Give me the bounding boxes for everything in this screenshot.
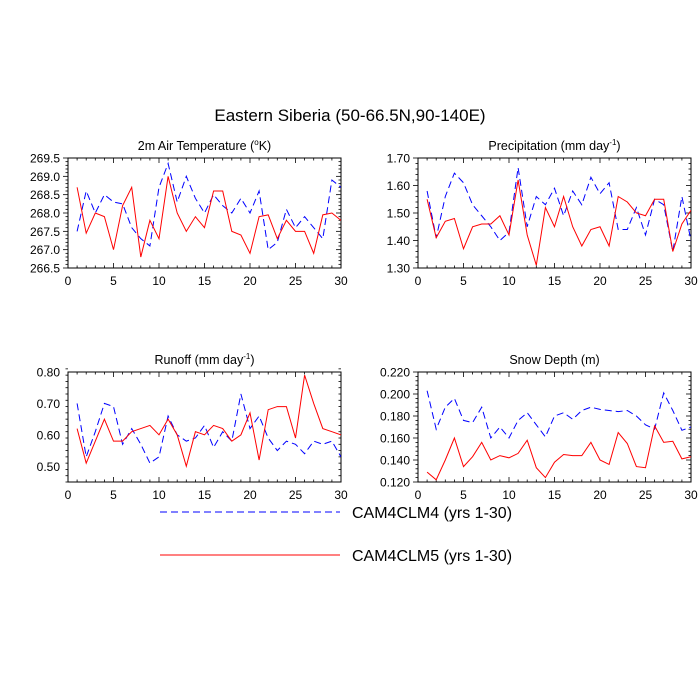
y-tick-label: 1.60 — [387, 179, 411, 193]
y-tick-label: 1.70 — [387, 152, 411, 166]
y-tick-label: 269.0 — [30, 170, 60, 184]
chart-panel-3: Runoff (mm day-1) 0 5 10 15 20 25 30 0.50 0.60 0.7… — [37, 352, 348, 502]
legend-label-2: CAM4CLM5 (yrs 1-30) — [352, 548, 512, 565]
panel-title-part: 2m Air Temperature ( — [138, 139, 255, 153]
panel-title-part: Precipitation (mm day — [488, 139, 610, 153]
y-tick-label: 267.0 — [30, 243, 60, 257]
panel-title: Snow Depth (m) — [509, 353, 599, 367]
y-tick-label: 268.5 — [30, 188, 60, 202]
y-tick-label: 268.0 — [30, 207, 60, 221]
x-tick-label: 25 — [289, 274, 303, 288]
figure-title: Eastern Siberia (50-66.5N,90-140E) — [214, 106, 485, 125]
x-tick-label: 5 — [110, 274, 117, 288]
panel-title-part: Snow Depth (m) — [509, 353, 599, 367]
plot-frame — [67, 371, 342, 483]
y-tick-label: 0.140 — [380, 454, 410, 468]
panel-title-part: o — [254, 138, 259, 147]
panel-title-part: -1 — [609, 138, 617, 147]
panel-title-part: -1 — [243, 352, 251, 361]
x-tick-label: 25 — [639, 488, 653, 502]
panels: 2m Air Temperature (oK) 0 5 10 15 20 25 30 266.5… — [30, 138, 698, 502]
y-tick-label: 1.50 — [387, 207, 411, 221]
x-tick-label: 0 — [415, 488, 422, 502]
y-tick-label: 1.30 — [387, 262, 411, 276]
x-tick-label: 10 — [502, 274, 516, 288]
x-tick-label: 30 — [684, 488, 698, 502]
x-tick-label: 5 — [460, 274, 467, 288]
x-tick-label: 30 — [334, 274, 348, 288]
x-tick-label: 15 — [548, 274, 562, 288]
x-tick-label: 10 — [152, 274, 166, 288]
panel-title: 2m Air Temperature (oK) — [138, 138, 271, 153]
y-tick-label: 269.5 — [30, 152, 60, 166]
x-tick-label: 25 — [639, 274, 653, 288]
y-tick-label: 267.5 — [30, 225, 60, 239]
y-tick-label: 0.80 — [37, 366, 61, 380]
panel-title: Runoff (mm day-1) — [155, 352, 255, 367]
plot-frame — [417, 157, 692, 269]
series-line-cam4clm5 — [76, 176, 341, 258]
x-tick-label: 15 — [548, 488, 562, 502]
plot-frame — [417, 371, 692, 483]
x-tick-label: 5 — [460, 488, 467, 502]
panel-title-part: K) — [259, 139, 272, 153]
x-tick-label: 15 — [198, 274, 212, 288]
x-tick-label: 20 — [593, 274, 607, 288]
y-tick-label: 0.60 — [37, 428, 61, 442]
y-tick-label: 0.50 — [37, 460, 61, 474]
y-tick-label: 0.70 — [37, 397, 61, 411]
chart-panel-4: Snow Depth (m) 0 5 10 15 20 25 30 0.120 0.140 0.16… — [380, 353, 698, 502]
x-tick-label: 5 — [110, 488, 117, 502]
series-line-cam4clm4 — [426, 390, 691, 440]
series-line-cam4clm4 — [76, 393, 341, 464]
x-tick-label: 10 — [502, 488, 516, 502]
x-tick-label: 0 — [65, 488, 72, 502]
y-tick-label: 0.180 — [380, 410, 410, 424]
chart-panel-2: Precipitation (mm day-1) 0 5 10 15 20 25 30 1.30… — [387, 138, 698, 288]
y-tick-label: 0.160 — [380, 432, 410, 446]
y-tick-label: 0.220 — [380, 366, 410, 380]
x-tick-label: 20 — [243, 488, 257, 502]
plot-frame — [67, 157, 342, 269]
panel-title-part: ) — [616, 139, 620, 153]
x-tick-label: 0 — [65, 274, 72, 288]
y-tick-label: 1.40 — [387, 234, 411, 248]
x-tick-label: 15 — [198, 488, 212, 502]
y-tick-label: 266.5 — [30, 262, 60, 276]
x-tick-label: 20 — [593, 488, 607, 502]
series-line-cam4clm5 — [426, 424, 691, 481]
series-line-cam4clm4 — [76, 161, 341, 251]
x-tick-label: 30 — [334, 488, 348, 502]
panel-title: Precipitation (mm day-1) — [488, 138, 620, 153]
panel-title-part: Runoff (mm day — [155, 353, 244, 367]
legend: CAM4CLM4 (yrs 1-30) CAM4CLM5 (yrs 1-30) — [160, 505, 512, 565]
legend-label-1: CAM4CLM4 (yrs 1-30) — [352, 505, 512, 522]
series-line-cam4clm4 — [426, 167, 691, 252]
x-tick-label: 20 — [243, 274, 257, 288]
x-tick-label: 0 — [415, 274, 422, 288]
series-line-cam4clm5 — [426, 179, 691, 266]
x-tick-label: 10 — [152, 488, 166, 502]
panel-title-part: ) — [250, 353, 254, 367]
chart-panel-1: 2m Air Temperature (oK) 0 5 10 15 20 25 30 266.5… — [30, 138, 348, 288]
y-tick-label: 0.120 — [380, 476, 410, 490]
x-tick-label: 25 — [289, 488, 303, 502]
x-tick-label: 30 — [684, 274, 698, 288]
series-line-cam4clm5 — [76, 374, 341, 469]
y-tick-label: 0.200 — [380, 388, 410, 402]
